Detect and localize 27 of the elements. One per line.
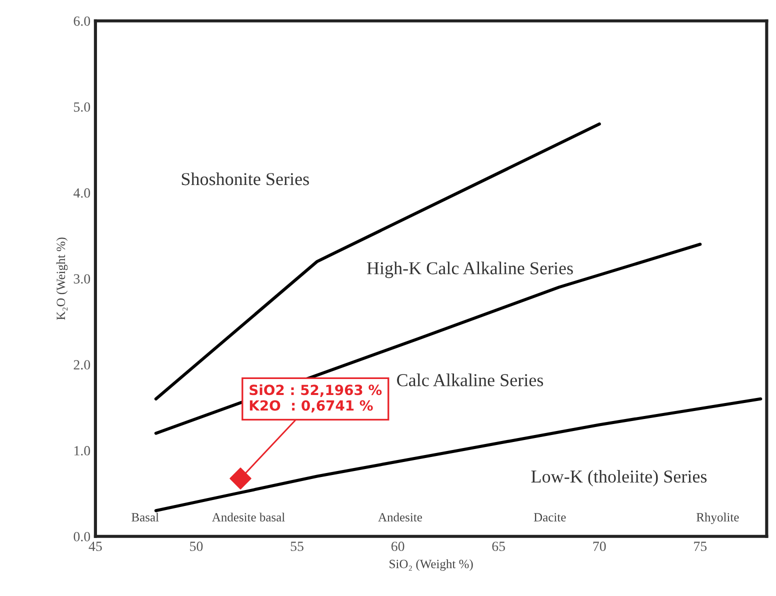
x-axis-title: SiO₂ (Weight %) bbox=[390, 559, 473, 571]
annotation: Calc Alkaline Series bbox=[397, 374, 544, 386]
y-tick-label: 1.0 bbox=[74, 446, 90, 456]
y-tick-label: 2.0 bbox=[74, 360, 90, 370]
y-tick-label: 6.0 bbox=[74, 16, 90, 26]
x-tick-label: 50 bbox=[190, 542, 203, 552]
y-tick-label: 5.0 bbox=[74, 102, 90, 112]
annotation: Andesite bbox=[378, 512, 422, 522]
y-tick-label: 4.0 bbox=[73, 188, 90, 198]
annotation: Andesite basal bbox=[212, 512, 285, 522]
annotation: SiO2 : 52,1963 % K2O : 0,6741 % bbox=[250, 384, 382, 413]
y-tick-label: 0.0 bbox=[74, 532, 90, 542]
x-tick-label: 60 bbox=[391, 542, 404, 552]
x-tick-label: 55 bbox=[290, 542, 304, 552]
y-axis-title: K₂O (Weight %) bbox=[56, 238, 68, 320]
annotation: Rhyolite bbox=[696, 512, 739, 524]
annotation: Low-K (tholeiite) Series bbox=[531, 470, 707, 486]
x-tick-label: 75 bbox=[694, 542, 707, 552]
x-tick-label: 65 bbox=[492, 542, 505, 552]
y-tick-label: 3.0 bbox=[74, 274, 90, 284]
annotation: Shoshonite Series bbox=[182, 172, 309, 186]
x-tick-label: 70 bbox=[593, 542, 606, 552]
annotation: High-K Calc Alkaline Series bbox=[366, 262, 573, 278]
x-tick-label: 45 bbox=[88, 542, 102, 552]
annotation: Dacite bbox=[534, 513, 566, 522]
annotation: Basal bbox=[132, 512, 159, 522]
line-series bbox=[154, 397, 762, 512]
